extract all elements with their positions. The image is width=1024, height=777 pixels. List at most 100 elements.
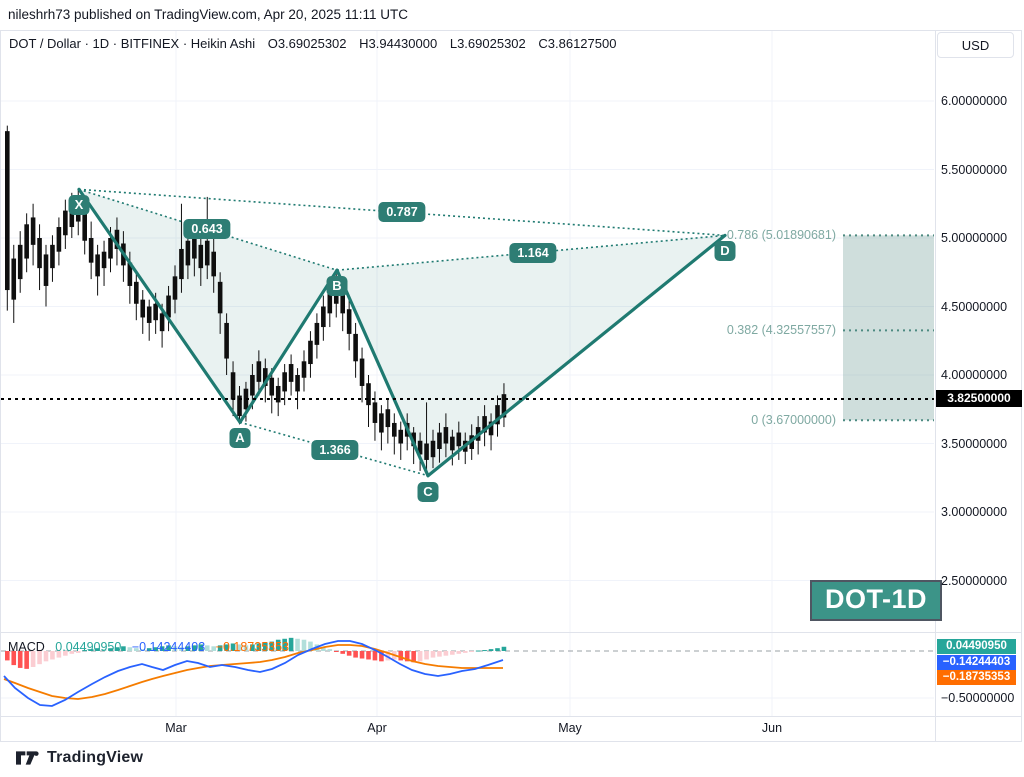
candle-body [172,276,178,300]
macd-histogram-bar [308,641,313,651]
ohlc-open: O3.69025302 [267,36,347,51]
candle-body [153,303,158,321]
pattern-point-label-A: A [229,428,251,449]
macd-histogram-bar [411,651,416,663]
pattern-solid-edge [77,187,242,424]
macd-histogram-bar [30,651,36,667]
macd-histogram-bar [450,651,455,655]
candle-body [5,131,10,291]
month-label: May [558,721,582,735]
pattern-fill [79,189,337,423]
macd-histogram-bar [127,647,133,651]
candle-body [88,238,94,263]
pattern-solid-edge [238,268,339,424]
candle-body [282,372,287,392]
candle-body [340,290,345,314]
candle-body [166,295,171,318]
macd-histogram-bar [269,641,275,651]
symbol-title: DOT / Dollar · 1D · BITFINEX · Heikin As… [9,36,256,51]
macd-histogram-bar [333,651,339,652]
macd-histogram-bar [108,648,113,651]
macd-legend: MACD 0.04490950 −0.14244403 −0.18735353 [8,640,296,654]
macd-histogram-bar [192,645,197,651]
pattern-ratio-label: 0.787 [378,202,426,222]
last-price-label: 3.82500000 [936,390,1022,407]
macd-histogram-bar [69,651,75,654]
macd-histogram-bar [256,643,262,651]
macd-histogram-bar [462,651,468,653]
macd-histogram-bar [63,651,68,656]
candle-body [288,364,294,382]
macd-histogram-bar [321,647,326,651]
chart-frame [0,30,1022,742]
candle-body [256,361,262,382]
currency-toggle-button[interactable]: USD [937,32,1014,58]
candle-body [308,340,313,365]
candle-body [11,258,17,300]
macd-histogram-bar [56,651,62,658]
macd-histogram-bar [211,646,216,651]
candle-body [50,244,55,269]
macd-histogram-bar [243,645,249,651]
macd-histogram-bar [37,651,42,665]
chart-canvas[interactable] [0,30,1022,742]
candle-body [495,405,500,425]
month-label: Mar [165,721,187,735]
macd-signal-value: −0.18735353 [215,640,289,654]
macd-histogram-bar [437,651,442,657]
candle-body [398,429,404,444]
candle-body [243,388,249,410]
price-tick-label: 4.50000000 [941,299,1008,314]
macd-histogram-bar [469,651,474,652]
macd-histogram-bar [114,647,120,651]
macd-signal-line [3,644,503,700]
candle-body [217,281,223,314]
macd-histogram-bar [185,646,191,651]
macd-histogram-bar [43,651,49,662]
macd-histogram-bar [417,651,423,662]
price-tick-label: 6.00000000 [941,94,1008,108]
macd-line [3,640,504,707]
candle-body [424,443,429,460]
candle-body [82,213,87,241]
candle-body [437,432,442,449]
candle-body [43,254,49,286]
ohlc-high: H3.94430000 [359,36,438,51]
macd-histogram-bar [488,649,494,651]
macd-axis-macd-box: −0.14244403 [937,655,1016,670]
candle-body [456,432,462,447]
candle-body [127,262,133,286]
macd-histogram-bar [198,644,204,651]
macd-histogram-bar [134,648,139,651]
candle-body [56,227,62,252]
macd-histogram-bar [250,644,255,651]
macd-histogram-bar [140,649,146,651]
month-label: Apr [367,721,387,735]
candle-body [379,413,384,433]
macd-histogram-bar [366,651,371,660]
candle-body [366,383,371,406]
candle-body [224,322,229,359]
candle-body [314,322,320,345]
candle-body [321,306,326,328]
price-tick-label: 5.00000000 [941,231,1008,245]
macd-histogram-bar [179,647,184,651]
fib-target-zone [843,235,934,421]
macd-histogram-bar [5,651,10,661]
macd-histogram-bar [224,644,229,651]
macd-histogram-bar [95,648,100,651]
pattern-point-label-D: D [714,241,736,262]
macd-axis-signal-box: −0.18735353 [937,670,1016,685]
candle-body [37,238,42,269]
macd-histogram-bar [398,651,404,661]
candle-body [417,440,423,455]
tradingview-logo[interactable]: TradingView [16,749,143,767]
candle-body [450,436,455,451]
pattern-point-label-X: X [68,195,90,216]
price-tick-label: 2.50000000 [941,573,1008,588]
candle-body [192,235,197,259]
macd-histogram-bar [295,638,300,651]
candle-body [108,238,113,259]
price-tick-label: 5.50000000 [941,162,1008,177]
